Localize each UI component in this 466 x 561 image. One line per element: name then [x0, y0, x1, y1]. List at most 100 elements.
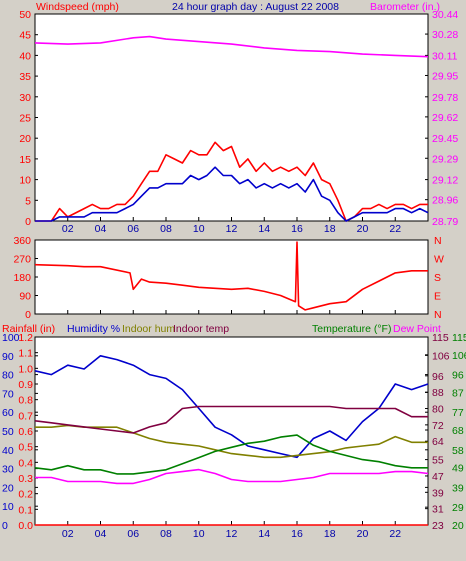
temperature-tick-label: 115: [432, 332, 449, 344]
indoor-humidity-label: Indoor hum: [122, 323, 175, 335]
rainfall-tick-label: 0.5: [18, 442, 33, 454]
windspeed-tick-label: 30: [19, 92, 31, 104]
barometer-tick-label: 29.95: [432, 70, 458, 82]
temperature-tick-label: 64: [432, 436, 444, 448]
humidity-tick-label: 100: [2, 332, 20, 344]
wind-gust-line: [35, 141, 428, 222]
dew-point-tick-label: 39: [452, 482, 464, 494]
temperature-tick-label: 106: [432, 350, 450, 362]
humidity-tick-label: 80: [2, 370, 14, 382]
humidity-tick-label: 50: [2, 426, 14, 438]
humidity-tick-label: 40: [2, 445, 14, 457]
barometer-tick-label: 29.29: [432, 153, 458, 165]
barometer-tick-label: 30.11: [432, 50, 458, 62]
compass-label: N: [434, 309, 442, 321]
rainfall-tick-label: 0.3: [18, 473, 33, 485]
wind-direction-tick-label: 0: [25, 309, 31, 321]
rainfall-tick-label: 1.1: [18, 348, 33, 360]
x-tick-label: 18: [324, 223, 336, 235]
rainfall-tick-label: 0.0: [18, 520, 33, 532]
wind-direction-tick-label: 270: [13, 254, 31, 266]
humidity-temperature-plot-area: [34, 336, 429, 526]
barometer-tick-label: 30.44: [432, 9, 458, 21]
wind-direction-tick-label: 180: [13, 272, 31, 284]
humidity-line: [34, 354, 429, 459]
rainfall-tick-label: 0.1: [18, 504, 33, 516]
dew-point-tick-label: 58: [452, 445, 464, 457]
windspeed-axis-label: Windspeed (mph): [36, 1, 119, 13]
dew-point-tick-label: 20: [452, 520, 464, 532]
dew-point-tick-label: 115: [452, 332, 466, 344]
temperature-tick-label: 80: [432, 404, 444, 416]
windspeed-tick-label: 45: [19, 30, 31, 42]
barometer-tick-label: 28.79: [432, 216, 458, 228]
rainfall-tick-label: 0.9: [18, 379, 33, 391]
temperature-axis-label: Temperature (°F): [312, 323, 391, 335]
temperature-tick-label: 39: [432, 487, 444, 499]
dew-point-tick-label: 106: [452, 350, 466, 362]
wind-direction-line: [34, 241, 428, 311]
humidity-tick-label: 20: [2, 482, 14, 494]
rainfall-axis-label: Rainfall (in): [2, 323, 55, 335]
temperature-tick-label: 88: [432, 387, 444, 399]
x-tick-label: 22: [389, 223, 401, 235]
temperature-tick-label: 47: [432, 471, 444, 483]
series-layer: [34, 35, 429, 526]
dew-point-tick-label: 96: [452, 370, 464, 382]
rainfall-tick-label: 0.2: [18, 489, 33, 501]
x-tick-label: 02: [62, 223, 74, 235]
x-tick-label: 14: [258, 528, 270, 540]
wind-barometer-plot-area: [34, 13, 429, 222]
x-tick-label: 10: [193, 223, 205, 235]
x-tick-label: 06: [127, 528, 139, 540]
windspeed-tick-label: 35: [19, 71, 31, 83]
windspeed-tick-label: 0: [25, 216, 31, 228]
dew-point-tick-label: 77: [452, 407, 464, 419]
humidity-axis-label: Humidity %: [67, 323, 120, 335]
x-tick-label: 08: [160, 528, 172, 540]
indoor-temp-line: [34, 405, 428, 434]
x-tick-label: 12: [226, 223, 238, 235]
x-tick-label: 18: [324, 528, 336, 540]
axes-layer: 02 02 04 04 06 06 08 08 10 10 12 12 14 14 16 16 18 18 20 20…: [2, 9, 466, 540]
barometer-tick-label: 29.12: [432, 175, 458, 187]
windspeed-tick-label: 25: [19, 113, 31, 125]
indoor-humidity-line: [35, 424, 428, 459]
dew-point-line: [35, 468, 429, 485]
barometer-tick-label: 29.62: [432, 112, 458, 124]
dew-point-tick-label: 68: [452, 425, 464, 437]
dew-point-tick-label: 87: [452, 387, 464, 399]
x-tick-label: 04: [95, 223, 107, 235]
temperature-tick-label: 96: [432, 371, 444, 383]
x-tick-label: 16: [291, 223, 303, 235]
rainfall-tick-label: 0.6: [18, 426, 33, 438]
humidity-tick-label: 70: [2, 388, 14, 400]
windspeed-tick-label: 5: [25, 195, 31, 207]
rainfall-tick-label: 1.2: [18, 332, 33, 344]
x-tick-label: 20: [357, 528, 369, 540]
barometer-tick-label: 30.28: [432, 29, 458, 41]
barometer-tick-label: 29.45: [432, 133, 458, 145]
windspeed-tick-label: 10: [19, 175, 31, 187]
x-tick-label: 08: [160, 223, 172, 235]
wind-direction-plot-area: [34, 239, 429, 315]
wind-speed-line: [35, 166, 429, 222]
windspeed-tick-label: 40: [19, 50, 31, 62]
compass-label: S: [434, 272, 441, 284]
dew-point-tick-label: 29: [452, 502, 464, 514]
temperature-tick-label: 55: [432, 455, 444, 467]
barometer-tick-label: 28.96: [432, 195, 458, 207]
chart-title: 24 hour graph day : August 22 2008: [172, 1, 339, 13]
humidity-tick-label: 60: [2, 407, 14, 419]
humidity-tick-label: 90: [2, 351, 14, 363]
x-tick-label: 06: [127, 223, 139, 235]
dew-point-tick-label: 49: [452, 463, 464, 475]
x-tick-label: 22: [389, 528, 401, 540]
windspeed-tick-label: 20: [19, 133, 31, 145]
x-tick-label: 04: [95, 528, 107, 540]
rainfall-tick-label: 0.7: [18, 410, 33, 422]
x-tick-label: 10: [193, 528, 205, 540]
windspeed-tick-label: 50: [19, 9, 31, 21]
x-tick-label: 20: [357, 223, 369, 235]
